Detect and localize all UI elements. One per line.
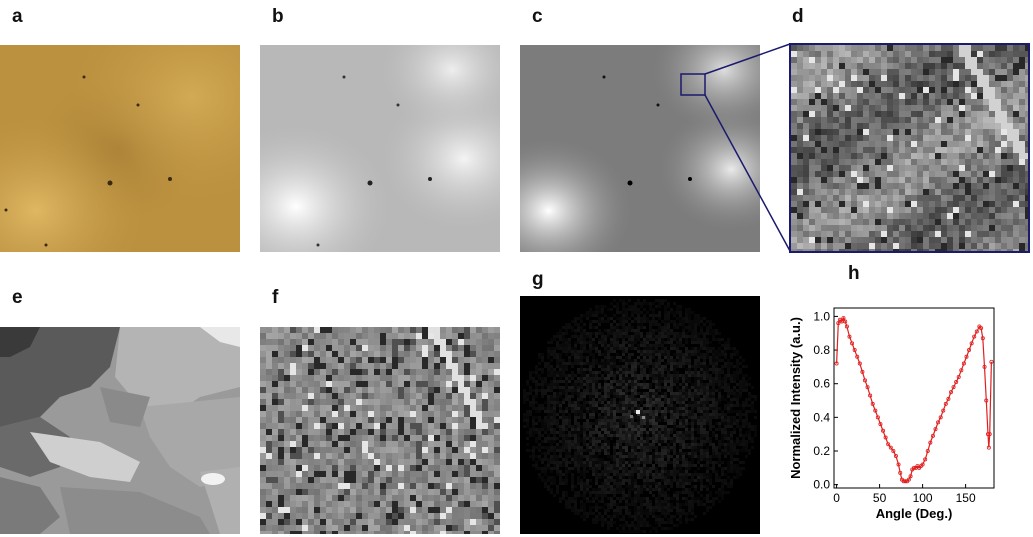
panel-label-a: a bbox=[12, 6, 23, 27]
data-point bbox=[908, 474, 913, 479]
data-point bbox=[857, 361, 862, 366]
x-axis-title: Angle (Deg.) bbox=[876, 506, 953, 521]
x-tick-label: 100 bbox=[913, 491, 933, 505]
data-point bbox=[946, 396, 951, 401]
data-point bbox=[974, 329, 979, 334]
data-point bbox=[888, 445, 893, 450]
data-point bbox=[933, 427, 938, 432]
data-point bbox=[969, 341, 974, 346]
zoomed-region-image bbox=[789, 43, 1030, 253]
y-axis-title: Normalized Intensity (a.u.) bbox=[788, 317, 803, 479]
x-tick-label: 0 bbox=[833, 491, 840, 505]
data-point bbox=[928, 440, 933, 445]
data-point bbox=[980, 336, 985, 341]
data-point bbox=[961, 361, 966, 366]
fft-center-peak bbox=[636, 410, 640, 414]
data-point bbox=[967, 348, 972, 353]
data-point bbox=[951, 385, 956, 390]
fft-image bbox=[520, 296, 760, 534]
data-point bbox=[948, 390, 953, 395]
data-point bbox=[956, 374, 961, 379]
y-tick-label: 0.0 bbox=[813, 478, 830, 492]
data-point bbox=[954, 380, 959, 385]
panel-label-f: f bbox=[272, 287, 279, 308]
data-point bbox=[959, 368, 964, 373]
data-point bbox=[881, 428, 886, 433]
data-point bbox=[850, 341, 855, 346]
data-point bbox=[875, 415, 880, 420]
data-point bbox=[865, 385, 870, 390]
data-point bbox=[870, 401, 875, 406]
data-point bbox=[841, 316, 846, 321]
data-point bbox=[906, 477, 911, 482]
angular-intensity-chart: 0 50 100 150 0.0 0.2 0.4 0.6 0.8 1.0 Angle (Deg.) N… bbox=[788, 307, 995, 521]
x-tick-label: 150 bbox=[956, 491, 976, 505]
data-point bbox=[855, 354, 860, 359]
data-point bbox=[989, 359, 994, 364]
y-tick-label: 0.8 bbox=[813, 343, 830, 357]
plot-frame bbox=[833, 307, 995, 489]
data-point bbox=[911, 465, 916, 470]
data-point bbox=[847, 334, 852, 339]
grayscale-image bbox=[260, 45, 500, 252]
data-point bbox=[987, 432, 992, 437]
segmented-image bbox=[0, 327, 240, 534]
panel-label-g: g bbox=[532, 269, 544, 290]
data-point bbox=[943, 401, 948, 406]
data-point bbox=[941, 408, 946, 413]
data-point bbox=[984, 398, 989, 403]
panel-label-c: c bbox=[532, 6, 543, 27]
data-point bbox=[896, 462, 901, 467]
panel-label-h: h bbox=[848, 263, 860, 284]
x-tick-label: 50 bbox=[873, 491, 887, 505]
data-point bbox=[836, 321, 841, 326]
micrograph-color-image bbox=[0, 45, 240, 252]
data-point bbox=[893, 454, 898, 459]
data-point bbox=[930, 433, 935, 438]
panel-label-b: b bbox=[272, 6, 284, 27]
enhanced-grayscale-image bbox=[520, 45, 760, 252]
data-point bbox=[878, 422, 883, 427]
data-point bbox=[860, 369, 865, 374]
data-point bbox=[843, 319, 848, 324]
data-point bbox=[852, 348, 857, 353]
data-point bbox=[920, 462, 925, 467]
intensity-curve bbox=[836, 316, 992, 482]
data-point bbox=[898, 470, 903, 475]
data-point bbox=[925, 448, 930, 453]
data-point bbox=[923, 457, 928, 462]
data-point bbox=[936, 420, 941, 425]
data-point bbox=[834, 361, 839, 366]
y-tick-label: 0.6 bbox=[813, 377, 830, 391]
data-point bbox=[938, 415, 943, 420]
panel-label-e: e bbox=[12, 287, 23, 308]
data-point bbox=[982, 364, 987, 369]
data-point bbox=[979, 326, 984, 331]
data-point bbox=[868, 393, 873, 398]
panel-label-d: d bbox=[792, 6, 804, 27]
data-point bbox=[862, 378, 867, 383]
data-point bbox=[891, 448, 896, 453]
y-tick-label: 0.2 bbox=[813, 444, 830, 458]
data-point bbox=[844, 324, 849, 329]
data-point bbox=[903, 479, 908, 484]
data-point bbox=[986, 445, 991, 450]
data-point bbox=[972, 334, 977, 339]
data-point bbox=[886, 442, 891, 447]
orientation-map-image bbox=[260, 327, 500, 534]
zoom-region-box bbox=[680, 73, 706, 96]
data-point bbox=[883, 435, 888, 440]
data-point bbox=[873, 408, 878, 413]
data-point bbox=[985, 432, 990, 437]
y-tick-label: 1.0 bbox=[813, 309, 830, 323]
data-point bbox=[964, 354, 969, 359]
y-tick-label: 0.4 bbox=[813, 410, 830, 424]
